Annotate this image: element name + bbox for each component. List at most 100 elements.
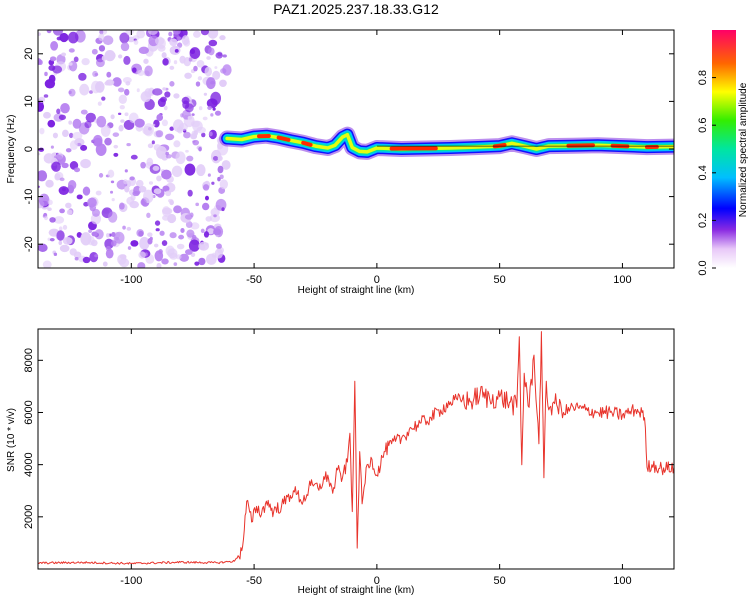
- noise-speckle: [59, 208, 65, 214]
- noise-speckle: [193, 30, 201, 38]
- noise-speckle: [137, 262, 146, 268]
- noise-speckle: [65, 202, 72, 209]
- noise-speckle: [146, 157, 154, 167]
- noise-speckle: [60, 102, 70, 114]
- noise-speckle: [68, 31, 79, 44]
- noise-speckle: [92, 134, 103, 146]
- noise-speckle: [99, 30, 104, 35]
- noise-speckle: [89, 90, 93, 94]
- noise-speckle: [117, 87, 125, 93]
- snr-x-tick-label: 0: [374, 575, 380, 587]
- noise-speckle: [193, 65, 198, 72]
- ridge-peak: [276, 135, 291, 142]
- noise-speckle: [201, 202, 210, 211]
- noise-speckle: [162, 87, 167, 91]
- noise-speckle: [49, 237, 55, 242]
- noise-speckle: [104, 137, 112, 146]
- noise-speckle: [185, 221, 193, 228]
- noise-speckle: [154, 36, 165, 46]
- noise-speckle: [118, 94, 127, 104]
- noise-speckle: [59, 177, 65, 182]
- noise-speckle: [38, 193, 50, 207]
- noise-speckle: [169, 199, 174, 206]
- noise-speckle: [173, 93, 180, 99]
- noise-speckle: [165, 151, 169, 156]
- noise-speckle: [169, 81, 175, 87]
- colorbar-tick-label: 0.4: [697, 165, 709, 180]
- noise-speckle: [217, 176, 221, 182]
- noise-speckle: [148, 181, 154, 185]
- noise-speckle: [215, 198, 227, 211]
- noise-speckle: [147, 143, 154, 149]
- noise-speckle: [47, 207, 52, 212]
- snr-y-tick-label: 4000: [23, 452, 35, 476]
- noise-speckle: [38, 152, 41, 156]
- noise-speckle: [110, 180, 115, 184]
- noise-speckle: [161, 240, 168, 246]
- noise-speckle: [107, 169, 115, 178]
- noise-speckle: [152, 165, 160, 171]
- noise-speckle: [43, 111, 51, 119]
- noise-speckle: [61, 187, 66, 192]
- noise-speckle: [107, 211, 118, 223]
- noise-speckle: [134, 118, 145, 128]
- noise-speckle: [138, 46, 149, 55]
- noise-speckle: [88, 229, 93, 233]
- noise-speckle: [130, 154, 138, 160]
- noise-speckle: [220, 68, 227, 74]
- noise-speckle: [210, 113, 214, 117]
- noise-speckle: [213, 214, 217, 218]
- noise-speckle: [127, 246, 132, 250]
- noise-speckle: [82, 256, 91, 264]
- noise-speckle: [79, 83, 90, 96]
- noise-speckle: [126, 226, 132, 231]
- noise-speckle: [82, 186, 91, 196]
- noise-speckle: [169, 252, 178, 260]
- noise-speckle: [203, 231, 210, 238]
- noise-speckle: [52, 30, 64, 36]
- noise-speckle: [184, 163, 196, 176]
- noise-speckle: [154, 250, 164, 262]
- noise-speckle: [118, 124, 124, 132]
- noise-speckle: [181, 35, 190, 46]
- noise-speckle: [38, 243, 48, 252]
- noise-speckle: [169, 38, 178, 47]
- noise-speckle: [212, 156, 219, 161]
- noise-speckle: [206, 98, 218, 109]
- noise-speckle: [124, 169, 128, 173]
- noise-speckle: [47, 199, 53, 206]
- noise-speckle: [118, 112, 122, 116]
- chart-title: PAZ1.2025.237.18.33.G12: [273, 1, 439, 17]
- noise-speckle: [214, 248, 224, 259]
- noise-speckle: [215, 52, 223, 59]
- noise-speckle: [194, 261, 200, 266]
- noise-speckle: [184, 103, 194, 113]
- noise-speckle: [52, 132, 58, 139]
- noise-speckle: [173, 205, 182, 214]
- noise-speckle: [67, 180, 77, 190]
- noise-speckle: [91, 231, 98, 237]
- snr-x-ticks: -100 -50 0 50 100 2000 4000 6000 8000: [23, 329, 674, 587]
- noise-speckle: [76, 232, 82, 238]
- noise-speckle: [173, 60, 178, 65]
- noise-speckle: [104, 81, 110, 86]
- ridge-peak: [301, 140, 313, 147]
- snr-x-tick-label: -50: [246, 575, 262, 587]
- noise-speckle: [129, 176, 135, 181]
- noise-speckle: [202, 116, 208, 121]
- colorbar-ticks: 0.0 0.2 0.4 0.6 0.8: [697, 70, 716, 276]
- spectrogram-y-axis-title: Frequency (Hz): [6, 115, 17, 184]
- noise-speckle: [76, 194, 83, 200]
- noise-speckle: [119, 105, 125, 110]
- snr-panel: -100 -50 0 50 100 2000 4000 6000 8000 Height of …: [6, 328, 675, 596]
- noise-speckle: [102, 35, 114, 46]
- noise-speckle: [179, 253, 190, 262]
- spectrogram-x-tick-label: 50: [494, 274, 506, 286]
- noise-speckle: [161, 119, 168, 127]
- noise-speckle: [214, 110, 222, 116]
- noise-speckle: [196, 126, 206, 134]
- snr-series: [38, 331, 674, 565]
- noise-speckle: [198, 106, 203, 111]
- snr-y-tick-label: 6000: [23, 400, 35, 424]
- snr-y-tick-label: 2000: [23, 505, 35, 529]
